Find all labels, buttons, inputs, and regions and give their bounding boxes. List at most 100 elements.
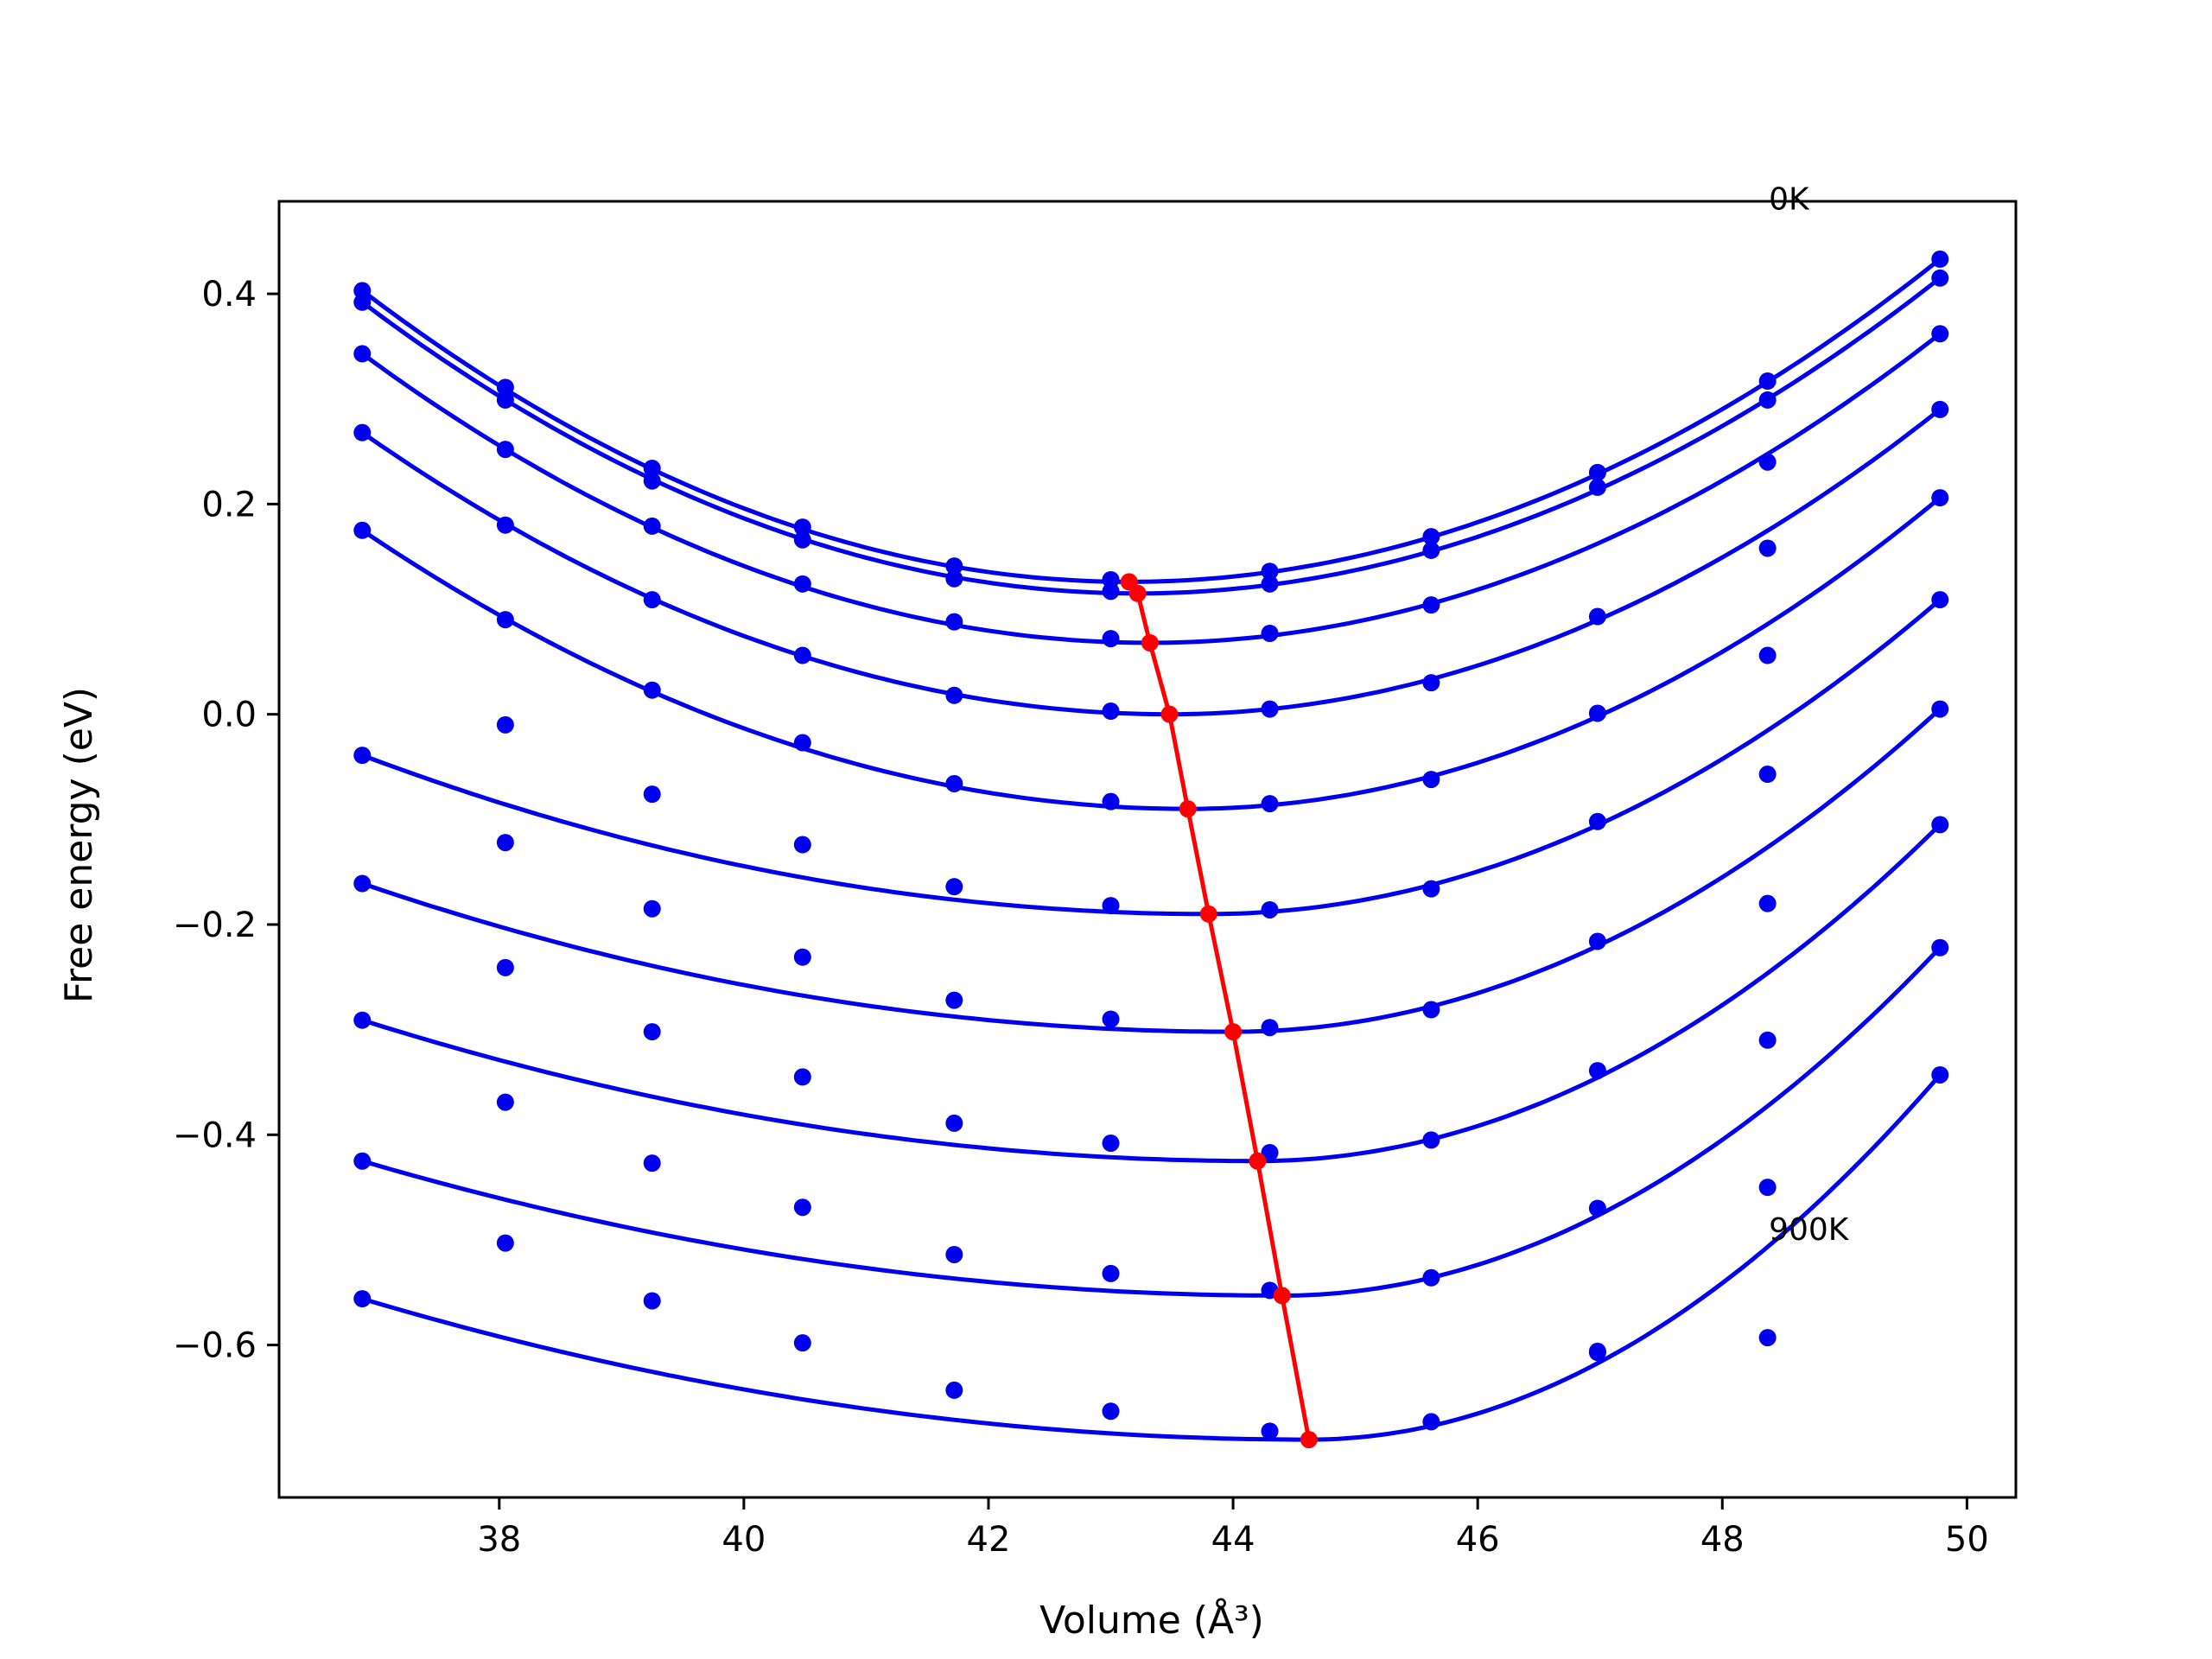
data-point-5-3 xyxy=(793,836,811,854)
y-tick-label-4: 0.2 xyxy=(201,485,257,524)
data-point-4-2 xyxy=(643,681,661,699)
data-point-3-2 xyxy=(643,591,661,609)
data-point-8-5 xyxy=(1102,1264,1120,1282)
data-point-3-4 xyxy=(945,686,963,704)
data-point-0-8 xyxy=(1588,463,1606,481)
fit-curve-9 xyxy=(361,1073,1942,1442)
data-point-3-0 xyxy=(353,423,372,442)
fit-curve-4 xyxy=(360,496,1942,811)
data-point-7-5 xyxy=(1102,1135,1120,1153)
data-point-0-9 xyxy=(1758,372,1777,391)
data-point-4-1 xyxy=(496,611,514,629)
data-point-7-7 xyxy=(1422,1131,1440,1149)
data-point-1-1 xyxy=(496,391,514,409)
data-point-6-9 xyxy=(1758,894,1777,912)
data-point-6-6 xyxy=(1261,1019,1279,1037)
data-point-0-6 xyxy=(1261,563,1279,581)
x-tick-label-4: 46 xyxy=(1456,1520,1500,1560)
minimum-point-1 xyxy=(1128,584,1147,602)
data-point-4-3 xyxy=(793,734,811,752)
data-point-7-3 xyxy=(793,1068,811,1086)
data-point-8-4 xyxy=(945,1245,963,1263)
y-tick-label-0: −0.6 xyxy=(173,1326,257,1366)
y-tick-label-2: −0.2 xyxy=(173,906,257,945)
data-point-2-10 xyxy=(1931,325,1949,343)
data-point-9-3 xyxy=(793,1334,811,1352)
data-point-6-4 xyxy=(945,991,963,1009)
data-point-1-5 xyxy=(1102,582,1120,601)
data-point-4-0 xyxy=(353,521,372,539)
data-point-2-2 xyxy=(643,517,661,535)
fit-curve-7 xyxy=(361,823,1942,1164)
y-axis-label: Free energy (eV) xyxy=(57,687,101,1003)
data-point-6-5 xyxy=(1102,1010,1120,1028)
data-point-5-7 xyxy=(1422,880,1440,898)
data-point-2-6 xyxy=(1261,625,1279,642)
data-point-1-6 xyxy=(1261,575,1279,593)
fit-curve-0 xyxy=(360,257,1942,584)
data-point-9-8 xyxy=(1588,1344,1606,1362)
data-point-2-0 xyxy=(353,345,372,363)
x-tick-label-6: 50 xyxy=(1945,1520,1989,1560)
axes-frame-rect xyxy=(277,200,2018,1499)
data-point-1-0 xyxy=(353,293,372,311)
annotation-1: 900K xyxy=(1769,1212,1850,1248)
data-point-3-6 xyxy=(1261,700,1279,718)
data-point-0-4 xyxy=(945,557,963,575)
data-point-0-3 xyxy=(793,518,811,537)
data-point-9-1 xyxy=(496,1234,514,1252)
data-point-5-0 xyxy=(353,747,372,765)
data-point-9-0 xyxy=(353,1290,372,1308)
ticks: 38 40 42 44 46 48 50 −0.6 −0.4 −0.2 0.0 0.2 0.4 0K 900… xyxy=(173,182,1989,1560)
y-tick-label-1: −0.4 xyxy=(173,1116,257,1155)
x-tick-label-0: 38 xyxy=(477,1520,521,1560)
fit-curve-8 xyxy=(361,945,1942,1298)
data-point-8-2 xyxy=(643,1154,661,1173)
data-point-2-9 xyxy=(1758,453,1777,471)
data-point-8-0 xyxy=(353,1152,372,1170)
data-point-7-9 xyxy=(1758,1031,1777,1049)
data-point-6-1 xyxy=(496,834,514,852)
data-point-2-3 xyxy=(793,575,811,593)
data-point-3-5 xyxy=(1102,702,1120,721)
data-point-8-1 xyxy=(496,1093,514,1111)
data-point-8-9 xyxy=(1758,1179,1777,1197)
data-point-3-7 xyxy=(1422,674,1440,692)
data-point-3-1 xyxy=(496,516,514,534)
data-point-8-7 xyxy=(1422,1268,1440,1287)
data-point-2-5 xyxy=(1102,630,1120,648)
data-point-1-4 xyxy=(945,569,963,588)
data-point-9-9 xyxy=(1758,1329,1777,1347)
data-point-1-3 xyxy=(793,531,811,549)
fit-curve-5 xyxy=(361,598,1942,917)
annotation-0: 0K xyxy=(1769,182,1810,218)
data-point-4-5 xyxy=(1102,792,1120,810)
data-point-7-2 xyxy=(643,1023,661,1041)
minimum-point-7 xyxy=(1249,1152,1267,1170)
data-point-6-0 xyxy=(353,874,372,893)
data-point-1-2 xyxy=(643,472,661,490)
data-point-2-7 xyxy=(1422,596,1440,614)
data-point-6-10 xyxy=(1931,700,1949,718)
y-tick-label-5: 0.4 xyxy=(201,275,257,315)
data-point-3-9 xyxy=(1758,539,1777,557)
data-point-4-10 xyxy=(1931,489,1949,507)
data-point-4-7 xyxy=(1422,771,1440,789)
data-point-4-6 xyxy=(1261,795,1279,813)
data-point-9-4 xyxy=(945,1381,963,1399)
data-point-5-5 xyxy=(1102,897,1120,915)
data-point-7-6 xyxy=(1261,1143,1279,1161)
data-point-4-9 xyxy=(1758,646,1777,664)
data-point-1-8 xyxy=(1588,478,1606,496)
data-point-9-7 xyxy=(1422,1413,1440,1431)
axes-frame xyxy=(277,200,2018,1499)
data-point-0-10 xyxy=(1931,250,1949,268)
x-tick-label-2: 42 xyxy=(967,1520,1011,1560)
data-point-6-2 xyxy=(643,899,661,918)
plot-area xyxy=(353,250,1949,1449)
x-axis-label: Volume (Å³) xyxy=(1039,1597,1264,1643)
data-point-3-3 xyxy=(793,646,811,664)
data-point-7-10 xyxy=(1931,816,1949,834)
data-point-2-4 xyxy=(945,613,963,631)
